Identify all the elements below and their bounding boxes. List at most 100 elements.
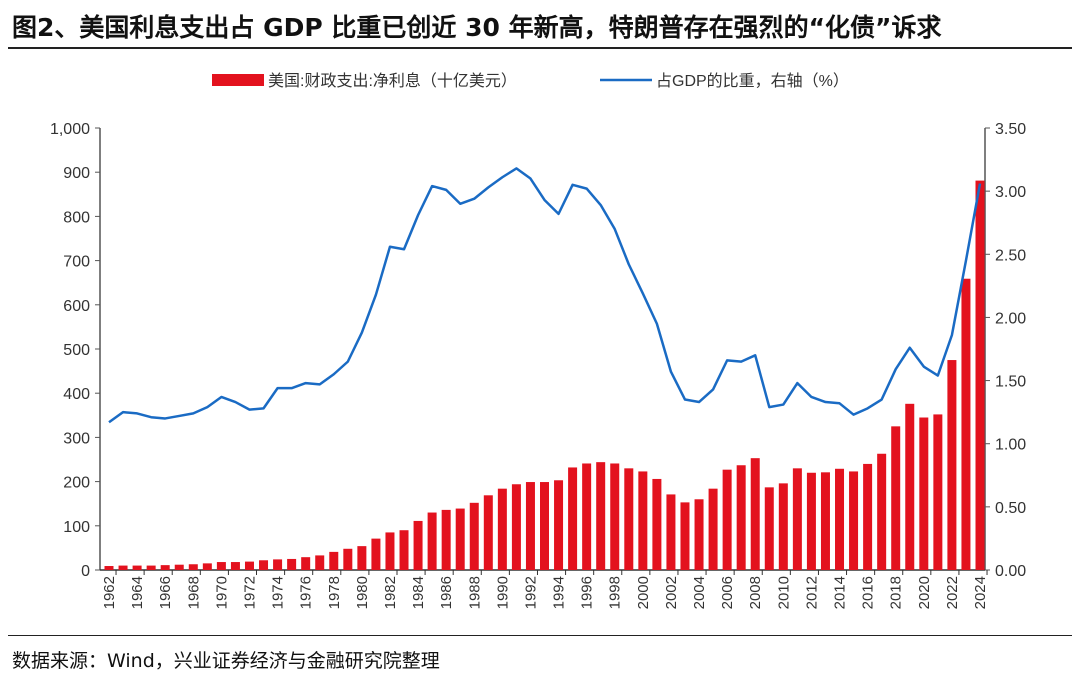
x-tick-label: 1998	[607, 576, 624, 609]
x-tick-label: 1990	[494, 576, 511, 609]
x-tick-label: 2024	[972, 576, 989, 609]
left-tick-label: 400	[63, 386, 90, 403]
right-tick-label: 1.00	[995, 437, 1026, 454]
x-tick-label: 1968	[185, 576, 202, 609]
bar	[188, 564, 198, 570]
left-tick-label: 900	[63, 165, 90, 182]
footer-divider	[8, 635, 1072, 636]
x-tick-label: 1996	[579, 576, 596, 609]
bar	[301, 557, 311, 570]
bar	[357, 546, 367, 570]
bar	[652, 478, 662, 570]
left-tick-label: 700	[63, 254, 90, 271]
bar	[694, 499, 704, 570]
x-tick-label: 2010	[775, 576, 792, 609]
bar	[750, 458, 760, 570]
bar	[568, 467, 578, 570]
x-tick-label: 1986	[438, 576, 455, 609]
x-tick-label: 2020	[916, 576, 933, 609]
bar	[680, 502, 690, 570]
bar	[525, 482, 535, 570]
bar	[497, 488, 507, 570]
bar	[582, 463, 592, 570]
bar	[385, 532, 395, 570]
x-tick-label: 2012	[803, 576, 820, 609]
bar	[343, 548, 353, 570]
x-tick-label: 2016	[860, 576, 877, 609]
bar	[540, 482, 549, 570]
bar	[118, 565, 128, 570]
chart-title: 图2、美国利息支出占 GDP 比重已创近 30 年新高，特朗普存在强烈的“化债”…	[12, 13, 942, 42]
bar	[413, 520, 423, 570]
source-note: 数据来源：Wind，兴业证券经济与金融研究院整理	[12, 650, 440, 672]
left-tick-label: 100	[63, 519, 90, 536]
x-tick-label: 1988	[466, 576, 483, 609]
bar	[104, 566, 114, 570]
right-tick-label: 0.50	[995, 500, 1026, 517]
left-tick-label: 200	[63, 475, 90, 492]
bar	[146, 565, 156, 570]
bar	[244, 561, 254, 570]
right-tick-label: 3.00	[995, 184, 1026, 201]
x-tick-label: 1966	[157, 576, 174, 609]
right-tick-label: 0.00	[995, 563, 1026, 580]
bar	[722, 469, 732, 570]
bar	[315, 555, 325, 570]
legend-swatch-bar	[212, 74, 264, 86]
x-tick-label: 1962	[101, 576, 118, 609]
x-tick-label: 1978	[326, 576, 343, 609]
bar	[947, 360, 957, 570]
bar	[202, 563, 212, 570]
left-tick-label: 600	[63, 298, 90, 315]
bar	[230, 562, 240, 570]
x-tick-label: 2008	[747, 576, 764, 609]
left-tick-label: 300	[63, 430, 90, 447]
bar	[638, 471, 648, 570]
title-divider	[8, 47, 1072, 49]
bar	[596, 462, 606, 570]
bar	[820, 472, 830, 570]
x-tick-label: 2022	[944, 576, 961, 609]
chart: 0 100 200 300 400 500 600 700 800 900 1,000 0.00 0.5…	[50, 72, 1026, 609]
x-tick-label: 1984	[410, 576, 427, 609]
bar	[975, 180, 985, 570]
x-tick-label: 2014	[832, 576, 849, 609]
x-tick-label: 1982	[382, 576, 399, 609]
bar	[919, 417, 929, 570]
bar	[610, 463, 620, 570]
x-tick-label: 2018	[888, 576, 905, 609]
bar	[764, 487, 774, 570]
legend-label-line: 占GDP的比重，右轴（%）	[656, 72, 849, 90]
bar	[329, 551, 339, 570]
bar	[371, 538, 381, 570]
bar	[666, 494, 676, 570]
x-tick-label: 2006	[719, 576, 736, 609]
x-tick-label: 1994	[551, 576, 568, 609]
left-tick-label: 500	[63, 342, 90, 359]
bar	[792, 468, 802, 570]
bar	[778, 483, 788, 570]
bar	[132, 565, 142, 570]
x-tick-label: 2002	[663, 576, 680, 609]
x-tick-label: 1980	[354, 576, 371, 609]
x-tick-label: 1972	[241, 576, 258, 609]
bar	[427, 512, 437, 570]
bar	[483, 495, 493, 570]
x-tick-label: 1970	[213, 576, 230, 609]
x-tick-label: 2004	[691, 576, 708, 609]
bar	[216, 562, 226, 570]
bar	[891, 426, 901, 570]
bar	[273, 559, 283, 570]
bar	[259, 560, 269, 570]
legend-label-bar: 美国:财政支出:净利息（十亿美元）	[268, 72, 517, 90]
x-tick-label: 1976	[298, 576, 315, 609]
bar	[708, 488, 718, 570]
bar	[877, 453, 887, 570]
right-tick-label: 1.50	[995, 374, 1026, 391]
bar	[863, 463, 873, 570]
bar	[174, 564, 184, 570]
bar	[455, 508, 465, 570]
bar	[287, 558, 297, 570]
right-tick-label: 2.50	[995, 247, 1026, 264]
bar	[511, 484, 521, 570]
